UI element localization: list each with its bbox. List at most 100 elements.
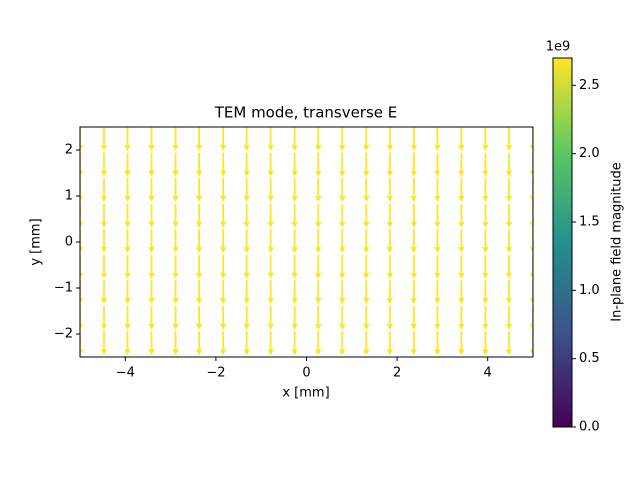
arrow [339, 127, 346, 151]
arrow [124, 178, 131, 203]
arrow [80, 178, 84, 203]
arrow [267, 280, 274, 305]
arrow [505, 152, 513, 177]
arrow [482, 203, 489, 228]
arrow [100, 229, 108, 254]
arrow [267, 305, 274, 330]
arrow [315, 254, 322, 279]
arrow [434, 127, 441, 151]
arrow [243, 280, 250, 305]
arrow [219, 152, 227, 177]
arrow [267, 229, 274, 254]
arrow [172, 331, 179, 356]
arrow [80, 203, 84, 228]
x-tick-label: −4 [116, 366, 135, 381]
arrow [339, 229, 346, 254]
arrow [505, 254, 513, 279]
arrow [410, 229, 418, 254]
arrow [434, 357, 440, 381]
arrow [529, 305, 533, 330]
arrow [505, 178, 513, 203]
arrow [458, 331, 465, 356]
arrow [315, 203, 322, 228]
arrow [267, 152, 274, 177]
arrow [196, 357, 202, 381]
colorbar-frame [552, 57, 573, 428]
arrow [482, 178, 489, 203]
arrow [77, 357, 83, 381]
arrow [172, 127, 179, 151]
arrow [339, 152, 346, 177]
arrow [291, 152, 298, 177]
arrow [505, 203, 513, 228]
arrow [529, 178, 533, 203]
arrow [363, 203, 370, 228]
arrow [434, 152, 441, 177]
x-tick-label: −2 [206, 366, 225, 381]
arrow [315, 357, 321, 381]
arrow [195, 305, 203, 330]
arrow [386, 203, 394, 228]
arrow [148, 203, 155, 228]
arrow [410, 331, 418, 356]
arrow [100, 152, 108, 177]
arrow [315, 305, 322, 330]
arrow [482, 305, 489, 330]
arrow [172, 280, 179, 305]
arrow [219, 254, 227, 279]
arrow [482, 229, 489, 254]
arrow [339, 305, 346, 330]
arrow [386, 178, 394, 203]
arrow [386, 305, 394, 330]
arrow [267, 203, 274, 228]
arrow [195, 229, 203, 254]
arrow [410, 280, 418, 305]
arrow [148, 127, 155, 151]
x-tick-label: 2 [393, 366, 401, 381]
arrow [219, 305, 227, 330]
arrow [339, 254, 346, 279]
arrow [529, 229, 533, 254]
arrow [219, 203, 227, 228]
arrow [219, 178, 227, 203]
arrow [291, 203, 298, 228]
arrow [529, 127, 533, 151]
arrow [267, 127, 274, 151]
arrow [172, 229, 179, 254]
arrow [482, 254, 489, 279]
arrow [291, 178, 298, 203]
arrow [386, 229, 394, 254]
arrow [80, 254, 84, 279]
y-tick-label: −1 [54, 281, 73, 296]
arrow [410, 127, 418, 151]
arrow [100, 203, 108, 228]
arrow [529, 203, 533, 228]
arrow [529, 331, 533, 356]
arrow [482, 127, 489, 151]
arrow [243, 229, 250, 254]
colorbar-tick-label: 1.5 [579, 215, 600, 230]
arrow [243, 254, 250, 279]
arrow [243, 152, 250, 177]
colorbar-tick-label: 1.0 [579, 283, 600, 298]
arrow [363, 254, 370, 279]
arrow [101, 357, 107, 381]
arrow [339, 331, 346, 356]
arrow [339, 178, 346, 203]
arrow [148, 305, 155, 330]
arrow [148, 357, 154, 381]
arrow [434, 254, 441, 279]
arrow [195, 331, 203, 356]
arrow [291, 229, 298, 254]
arrow [267, 254, 274, 279]
arrow [195, 178, 203, 203]
arrow [530, 357, 536, 381]
arrow [148, 152, 155, 177]
arrow [148, 331, 155, 356]
arrow [458, 152, 465, 177]
arrow [339, 280, 346, 305]
arrow [291, 331, 298, 356]
arrow [243, 203, 250, 228]
arrow [243, 305, 250, 330]
arrow [243, 178, 250, 203]
